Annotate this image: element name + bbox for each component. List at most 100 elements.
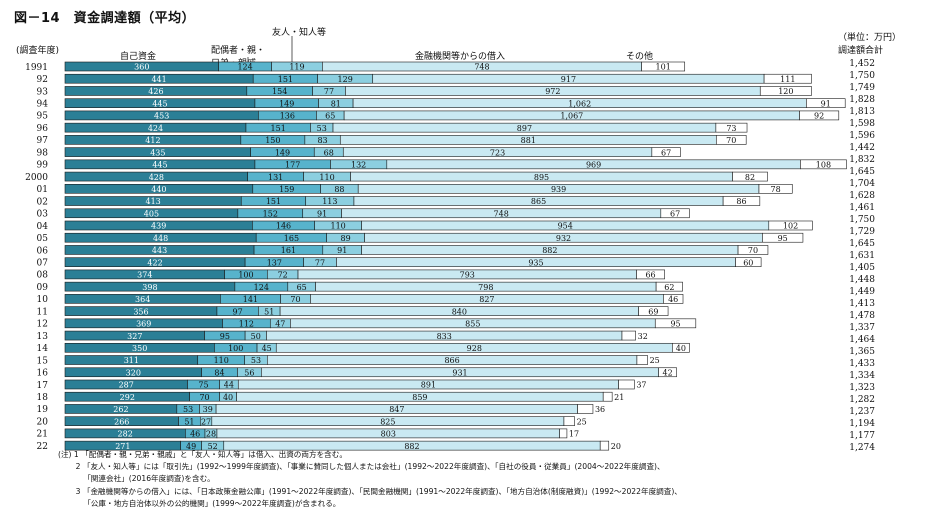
year-label: 12 bbox=[37, 320, 48, 330]
year-label: 01 bbox=[37, 185, 48, 195]
data-label: 100 bbox=[238, 271, 253, 280]
data-label: 939 bbox=[551, 185, 566, 194]
data-label: 931 bbox=[452, 368, 467, 377]
data-label: 435 bbox=[150, 148, 165, 157]
data-label: 141 bbox=[243, 295, 258, 304]
bar-segment-other bbox=[636, 355, 648, 365]
total-value: 1,448 bbox=[849, 275, 875, 285]
year-column-header: (調査年度) bbox=[16, 46, 60, 56]
total-value: 1,645 bbox=[849, 239, 875, 249]
data-label: 969 bbox=[586, 161, 601, 170]
data-label: 53 bbox=[183, 405, 193, 414]
footnote-line: 「関連会社」(2016年度調査)を含む。 bbox=[58, 474, 215, 484]
data-label: 327 bbox=[127, 332, 142, 341]
bar-segment-other bbox=[559, 428, 568, 439]
data-label: 113 bbox=[322, 197, 337, 206]
data-label: 119 bbox=[289, 63, 304, 72]
bar-segment-other bbox=[655, 281, 683, 292]
total-value: 1,413 bbox=[849, 299, 875, 309]
data-label: 67 bbox=[670, 209, 680, 218]
bar-segment-other bbox=[577, 404, 594, 414]
data-label: 39 bbox=[203, 405, 213, 414]
bar-segment-other bbox=[722, 196, 761, 206]
data-label: 70 bbox=[290, 295, 300, 304]
bar-segment-other bbox=[658, 367, 677, 378]
data-label: 865 bbox=[531, 197, 546, 206]
year-label: 93 bbox=[37, 87, 49, 97]
bar-segment-other bbox=[563, 416, 575, 426]
data-label: 91 bbox=[337, 246, 347, 255]
data-label: 364 bbox=[135, 295, 150, 304]
total-value: 1,237 bbox=[849, 407, 875, 417]
footnote-line: 2 「友人・知人等」には「取引先」(1992～1999年度調査)、「事業に賛同し… bbox=[58, 462, 665, 472]
data-label: 69 bbox=[648, 307, 658, 316]
data-label: 262 bbox=[113, 405, 128, 414]
data-label: 32 bbox=[638, 332, 648, 341]
data-label: 25 bbox=[577, 417, 587, 426]
data-label: 62 bbox=[664, 283, 674, 292]
year-label: 03 bbox=[37, 210, 49, 220]
data-label: 827 bbox=[479, 295, 494, 304]
data-label: 53 bbox=[317, 124, 327, 133]
year-label: 21 bbox=[37, 430, 48, 440]
data-label: 137 bbox=[267, 258, 282, 267]
year-label: 04 bbox=[37, 222, 49, 232]
data-label: 847 bbox=[389, 405, 404, 414]
data-label: 748 bbox=[494, 209, 509, 218]
data-label: 895 bbox=[534, 173, 549, 182]
footnote-line: (注) 1 「配偶者・親・兄弟・親戚」と「友人・知人等」は借入、出資の両方を含む… bbox=[58, 450, 347, 459]
bar-segment-other bbox=[799, 110, 840, 121]
data-label: 177 bbox=[285, 161, 300, 170]
data-label: 47 bbox=[275, 320, 285, 329]
year-label: 14 bbox=[37, 344, 49, 354]
year-label: 94 bbox=[37, 99, 49, 109]
data-label: 45 bbox=[262, 344, 272, 353]
data-label: 398 bbox=[142, 283, 157, 292]
data-label: 73 bbox=[726, 124, 736, 133]
data-label: 897 bbox=[517, 124, 532, 133]
data-label: 154 bbox=[272, 87, 287, 96]
data-label: 855 bbox=[465, 320, 480, 329]
total-value: 1,750 bbox=[849, 215, 875, 225]
bar-segment-other bbox=[768, 220, 813, 231]
data-label: 866 bbox=[444, 356, 459, 365]
total-value: 1,598 bbox=[849, 119, 875, 129]
data-label: 110 bbox=[319, 173, 334, 182]
data-label: 152 bbox=[263, 209, 278, 218]
data-label: 101 bbox=[656, 63, 671, 72]
footnote-line: 3 「金融機関等からの借入」には、「日本政策金融公庫」(1991～2022年度調… bbox=[58, 486, 682, 496]
data-label: 51 bbox=[264, 307, 274, 316]
data-label: 91 bbox=[821, 99, 831, 108]
data-label: 803 bbox=[381, 430, 396, 439]
bar-segment-other bbox=[763, 73, 812, 84]
data-label: 159 bbox=[279, 185, 294, 194]
data-label: 350 bbox=[132, 344, 147, 353]
year-label: 02 bbox=[37, 197, 48, 207]
data-label: 108 bbox=[816, 161, 831, 170]
total-value: 1,645 bbox=[849, 167, 875, 177]
data-label: 149 bbox=[275, 148, 290, 157]
data-label: 95 bbox=[670, 320, 680, 329]
bar-segment-other bbox=[800, 159, 847, 170]
data-label: 91 bbox=[317, 209, 327, 218]
data-label: 20 bbox=[611, 442, 621, 451]
total-value: 1,334 bbox=[849, 371, 875, 381]
data-label: 37 bbox=[636, 381, 646, 390]
data-label: 881 bbox=[521, 136, 536, 145]
bar-segment-other bbox=[759, 86, 812, 96]
bar-segment-other bbox=[737, 245, 769, 255]
data-label: 405 bbox=[144, 209, 159, 218]
year-label: 09 bbox=[37, 283, 49, 293]
total-value: 1,749 bbox=[849, 83, 875, 93]
total-value: 1,337 bbox=[849, 323, 875, 333]
data-label: 100 bbox=[228, 344, 243, 353]
data-label: 25 bbox=[650, 356, 660, 365]
year-label: 06 bbox=[37, 246, 49, 256]
total-value: 1,813 bbox=[849, 107, 875, 117]
total-value: 1,194 bbox=[849, 419, 875, 429]
data-label: 95 bbox=[220, 332, 230, 341]
data-label: 439 bbox=[151, 222, 166, 231]
data-label: 374 bbox=[137, 271, 152, 280]
total-value: 1,449 bbox=[849, 287, 875, 297]
data-label: 65 bbox=[297, 283, 307, 292]
